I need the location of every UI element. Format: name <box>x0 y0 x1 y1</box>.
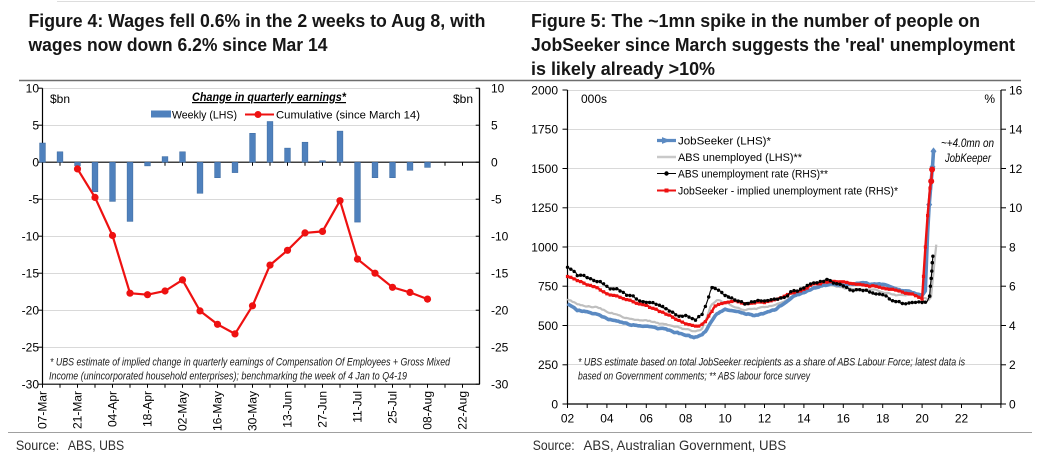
svg-text:2: 2 <box>1009 358 1016 372</box>
svg-text:-10: -10 <box>22 230 40 244</box>
svg-text:wages now down 6.2% since Mar: wages now down 6.2% since Mar 14 <box>28 34 329 55</box>
svg-text:11-Jul: 11-Jul <box>351 391 365 423</box>
svg-text:000s: 000s <box>581 92 607 106</box>
svg-text:Weekly (LHS): Weekly (LHS) <box>172 110 237 122</box>
svg-text:-30: -30 <box>22 378 40 392</box>
svg-text:6: 6 <box>1009 280 1016 294</box>
svg-text:07-Mar: 07-Mar <box>36 391 50 429</box>
svg-text:-10: -10 <box>491 230 509 244</box>
svg-text:-5: -5 <box>491 193 502 207</box>
svg-text:250: 250 <box>538 358 558 372</box>
svg-text:5: 5 <box>491 119 498 133</box>
svg-text:~+4.0mn on: ~+4.0mn on <box>941 136 994 150</box>
svg-text:10: 10 <box>26 82 40 96</box>
svg-text:ABS, Australian Government, UB: ABS, Australian Government, UBS <box>584 438 787 453</box>
svg-text:Figure 5: The ~1mn spike in th: Figure 5: The ~1mn spike in the number o… <box>531 10 980 31</box>
svg-text:30-May: 30-May <box>246 391 260 431</box>
svg-text:is likely already >10%: is likely already >10% <box>531 58 715 79</box>
svg-text:Figure 4: Wages fell 0.6% in t: Figure 4: Wages fell 0.6% in the 2 weeks… <box>29 10 486 31</box>
svg-text:10: 10 <box>491 82 505 96</box>
svg-text:ABS unemployment rate (RHS)**: ABS unemployment rate (RHS)** <box>678 169 829 181</box>
svg-text:5: 5 <box>32 119 39 133</box>
svg-text:Cumulative (since March 14): Cumulative (since March 14) <box>276 110 420 122</box>
svg-text:21-Mar: 21-Mar <box>71 391 85 429</box>
svg-text:1000: 1000 <box>531 240 558 254</box>
svg-text:06: 06 <box>640 412 654 426</box>
svg-text:-15: -15 <box>491 267 509 281</box>
svg-text:02-May: 02-May <box>176 391 190 431</box>
svg-text:750: 750 <box>538 280 558 294</box>
svg-text:16: 16 <box>837 412 851 426</box>
svg-text:-15: -15 <box>22 267 40 281</box>
svg-text:* UBS estimate of implied chan: * UBS estimate of implied change in quar… <box>50 357 451 369</box>
svg-text:0: 0 <box>32 156 39 170</box>
svg-text:25-Jul: 25-Jul <box>386 391 400 424</box>
svg-text:10: 10 <box>1009 201 1023 215</box>
svg-text:1250: 1250 <box>531 201 558 215</box>
svg-text:12: 12 <box>1009 162 1023 176</box>
svg-text:JobSeeker since March suggests: JobSeeker since March suggests the 'real… <box>531 34 1015 55</box>
svg-text:04: 04 <box>600 412 614 426</box>
svg-text:13-Jun: 13-Jun <box>281 391 295 428</box>
svg-text:500: 500 <box>538 319 558 333</box>
svg-text:08-Aug: 08-Aug <box>421 391 435 430</box>
svg-text:Income (unincorporated househo: Income (unincorporated household enterpr… <box>49 371 407 383</box>
svg-text:$bn: $bn <box>50 92 70 106</box>
svg-text:ABS, UBS: ABS, UBS <box>68 438 124 453</box>
svg-text:JobKeeper: JobKeeper <box>944 151 992 165</box>
svg-text:0: 0 <box>1009 397 1016 411</box>
svg-text:0: 0 <box>491 156 498 170</box>
svg-text:27-Jun: 27-Jun <box>316 391 330 428</box>
svg-text:8: 8 <box>1009 240 1016 254</box>
svg-text:4: 4 <box>1009 319 1016 333</box>
svg-text:* UBS estimate based on total: * UBS estimate based on total JobSeeker … <box>578 357 966 369</box>
svg-text:Change in quarterly earnings*: Change in quarterly earnings* <box>192 90 347 104</box>
svg-text:1500: 1500 <box>531 162 558 176</box>
svg-text:Source:: Source: <box>533 438 575 453</box>
svg-text:Source:: Source: <box>16 438 59 453</box>
svg-text:14: 14 <box>797 412 811 426</box>
svg-text:-25: -25 <box>22 341 40 355</box>
svg-text:2000: 2000 <box>531 83 558 97</box>
svg-text:0: 0 <box>551 397 558 411</box>
svg-text:10: 10 <box>718 412 732 426</box>
svg-text:$bn: $bn <box>453 92 473 106</box>
svg-text:02: 02 <box>561 412 575 426</box>
svg-text:1750: 1750 <box>531 123 558 137</box>
svg-text:18: 18 <box>876 412 890 426</box>
svg-text:16: 16 <box>1009 83 1023 97</box>
svg-text:14: 14 <box>1009 123 1023 137</box>
svg-text:-5: -5 <box>28 193 39 207</box>
svg-text:-30: -30 <box>491 378 509 392</box>
svg-text:JobSeeker (LHS)*: JobSeeker (LHS)* <box>678 136 772 148</box>
svg-text:08: 08 <box>679 412 693 426</box>
svg-text:JobSeeker - implied unemployme: JobSeeker - implied unemployment rate (R… <box>678 186 899 198</box>
svg-text:16-May: 16-May <box>211 391 225 431</box>
svg-text:20: 20 <box>915 412 929 426</box>
svg-text:ABS unemployed (LHS)**: ABS unemployed (LHS)** <box>678 152 803 164</box>
svg-text:22-Aug: 22-Aug <box>456 391 470 430</box>
svg-text:18-Apr: 18-Apr <box>141 391 155 427</box>
svg-text:12: 12 <box>758 412 772 426</box>
svg-text:-25: -25 <box>491 341 509 355</box>
svg-text:22: 22 <box>955 412 969 426</box>
svg-text:based on Government comments;: based on Government comments; ** ABS lab… <box>578 371 811 383</box>
svg-text:04-Apr: 04-Apr <box>106 391 120 427</box>
svg-text:-20: -20 <box>491 304 509 318</box>
svg-text:-20: -20 <box>22 304 40 318</box>
svg-text:%: % <box>984 92 995 106</box>
